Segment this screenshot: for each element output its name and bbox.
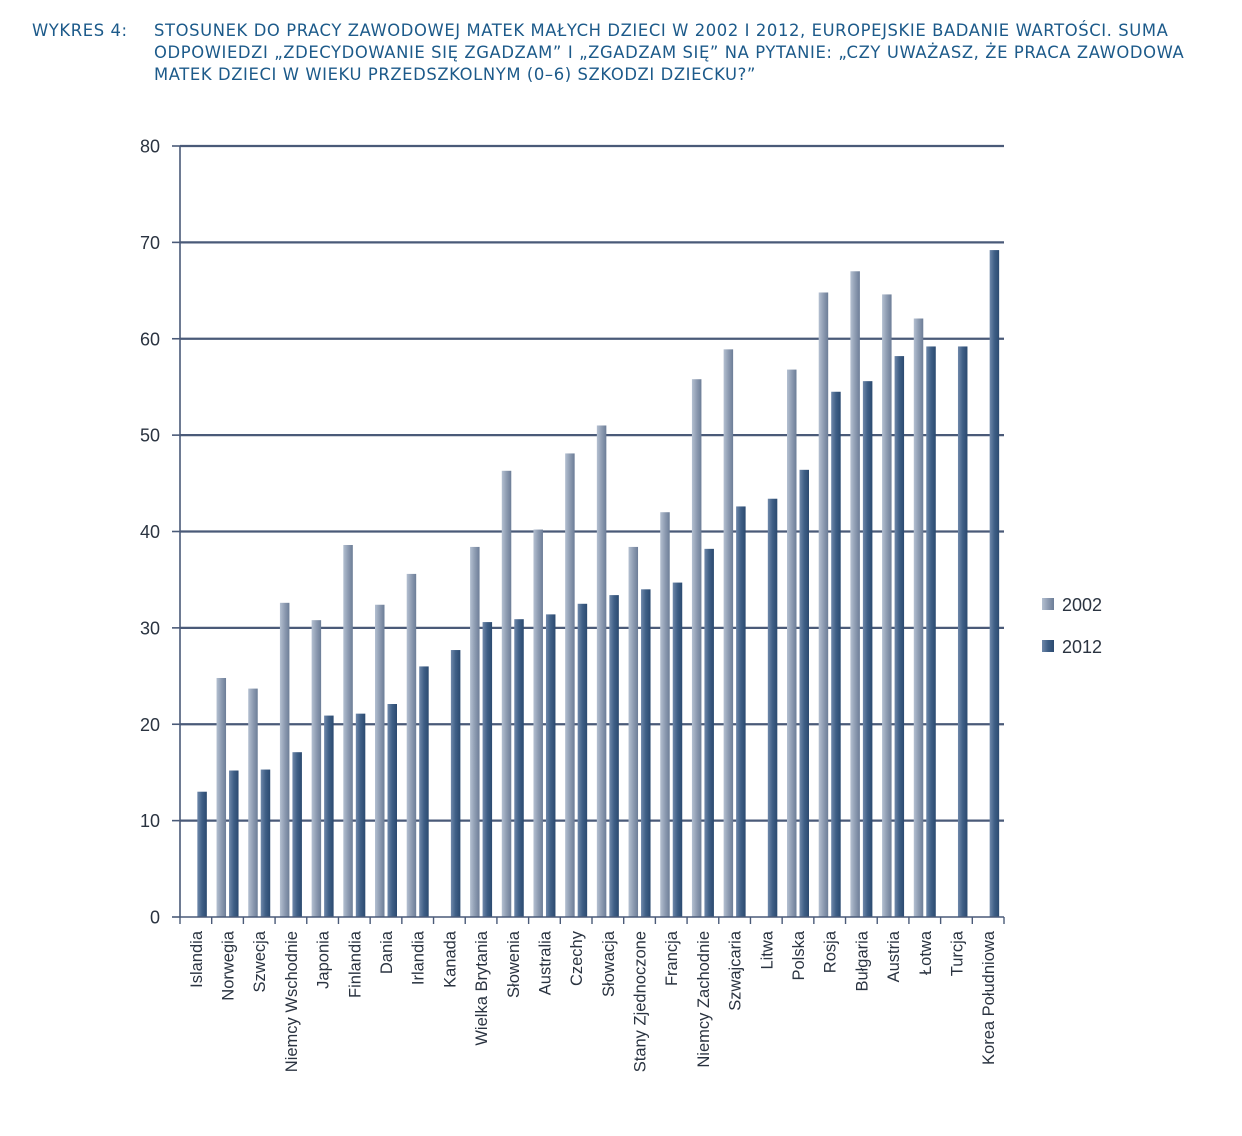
- x-tick-label: Szwajcaria: [727, 930, 745, 1011]
- bar-2002-4: [311, 620, 322, 917]
- y-tick-label: 50: [140, 426, 160, 446]
- bar-2012-23: [926, 346, 936, 918]
- caption-label: WYKRES 4:: [32, 21, 128, 40]
- bar-2002-9: [470, 546, 480, 917]
- legend-swatch-2002: [1042, 598, 1054, 610]
- x-tick-label: Kanada: [441, 930, 459, 988]
- x-axis-ticks: Islandia Norwegia Szwecja Niemcy Wschodnie J…: [188, 930, 998, 1072]
- axes: [179, 146, 1005, 924]
- bar-2002-22: [882, 294, 892, 918]
- y-tick-label: 40: [140, 522, 160, 542]
- x-tick-label: Austria: [885, 930, 903, 982]
- legend: 2002 2012: [1042, 595, 1102, 657]
- bar-2002-19: [787, 369, 797, 918]
- bar-2012-15: [672, 582, 683, 917]
- bar-2002-20: [818, 292, 829, 917]
- bar-2012-22: [894, 356, 905, 917]
- bar-2012-2: [260, 769, 271, 917]
- bar-2002-17: [723, 349, 734, 917]
- caption-text: STOSUNEK DO PRACY ZAWODOWEJ MATEK MAŁYCH…: [154, 21, 1185, 84]
- bar-2002-13: [596, 425, 607, 917]
- bar-2002-23: [913, 318, 924, 918]
- x-tick-label: Stany Zjednoczone: [632, 931, 650, 1072]
- bar-2012-18: [767, 498, 778, 917]
- chart-caption: WYKRES 4: STOSUNEK DO PRACY ZAWODOWEJ MA…: [32, 20, 1228, 86]
- x-tick-label: Turcja: [948, 930, 966, 976]
- bar-2002-2: [248, 688, 258, 917]
- gridlines: [180, 144, 1004, 822]
- bar-2012-1: [229, 770, 239, 917]
- bar-2002-16: [691, 379, 702, 917]
- bar-2012-10: [514, 619, 524, 917]
- x-tick-label: Łotwa: [917, 930, 935, 975]
- y-tick-label: 30: [140, 618, 160, 638]
- bar-2002-5: [343, 544, 353, 917]
- y-tick-label: 20: [140, 715, 160, 735]
- bar-2002-12: [565, 453, 575, 917]
- bar-2012-21: [862, 381, 873, 917]
- bar-2002-6: [375, 604, 385, 917]
- x-tick-label: Norwegia: [220, 930, 238, 1001]
- bars: [197, 250, 1000, 918]
- x-tick-label: Bułgaria: [853, 930, 871, 991]
- bar-2012-0: [197, 791, 207, 917]
- bar-2012-7: [419, 666, 429, 917]
- bar-2002-3: [279, 602, 290, 917]
- y-axis-ticks: 0 10 20 30 40 50 60 70 80: [140, 137, 180, 928]
- x-tick-label: Litwa: [758, 930, 776, 969]
- bar-2012-25: [989, 250, 1000, 917]
- x-tick-label: Japonia: [315, 930, 333, 989]
- bar-2012-24: [957, 346, 968, 918]
- bar-2002-1: [216, 677, 227, 917]
- x-tick-label: Niemcy Zachodnie: [695, 931, 713, 1068]
- x-tick-label: Australia: [536, 930, 554, 995]
- y-tick-label: 0: [150, 908, 160, 928]
- bar-2002-14: [628, 546, 639, 917]
- y-tick-label: 60: [140, 329, 160, 349]
- bar-2002-21: [850, 271, 860, 918]
- bar-2012-20: [831, 391, 841, 918]
- bar-2002-10: [501, 470, 512, 917]
- bar-2012-14: [641, 589, 651, 917]
- x-tick-label: Korea Południowa: [980, 930, 998, 1065]
- bar-2012-3: [292, 752, 302, 917]
- bar-2002-15: [660, 512, 670, 917]
- legend-swatch-2012: [1042, 640, 1054, 652]
- x-tick-label: Rosja: [822, 930, 840, 973]
- x-tick-label: Dania: [378, 930, 396, 974]
- bar-2002-11: [533, 529, 543, 917]
- bar-2012-17: [736, 506, 746, 917]
- bar-2012-19: [799, 469, 809, 917]
- x-tick-label: Islandia: [188, 930, 206, 988]
- x-tick-label: Szwecja: [251, 930, 269, 992]
- x-tick-label: Polska: [790, 930, 808, 980]
- legend-label-2002: 2002: [1062, 595, 1102, 615]
- x-tick-label: Finlandia: [346, 930, 364, 998]
- bar-2002-7: [406, 573, 417, 917]
- x-tick-label: Słowacja: [600, 930, 618, 997]
- bar-2012-4: [324, 715, 334, 917]
- bar-2012-8: [450, 650, 461, 917]
- bar-2012-6: [387, 704, 397, 917]
- x-tick-label: Czechy: [568, 930, 586, 986]
- bar-2012-9: [482, 622, 493, 917]
- bar-2012-16: [704, 548, 714, 917]
- x-tick-label: Niemcy Wschodnie: [283, 931, 301, 1072]
- y-tick-label: 70: [140, 233, 160, 253]
- x-tick-label: Słowenia: [505, 930, 523, 998]
- legend-label-2012: 2012: [1062, 637, 1102, 657]
- x-tick-label: Irlandia: [410, 930, 428, 985]
- y-tick-label: 80: [140, 137, 160, 157]
- bar-2012-13: [609, 595, 619, 917]
- x-tick-label: Francja: [663, 930, 681, 986]
- y-tick-label: 10: [140, 811, 160, 831]
- bar-2012-12: [577, 603, 588, 917]
- x-tick-label: Wielka Brytania: [473, 930, 491, 1045]
- bar-2012-11: [545, 614, 556, 917]
- bar-2012-5: [355, 713, 366, 917]
